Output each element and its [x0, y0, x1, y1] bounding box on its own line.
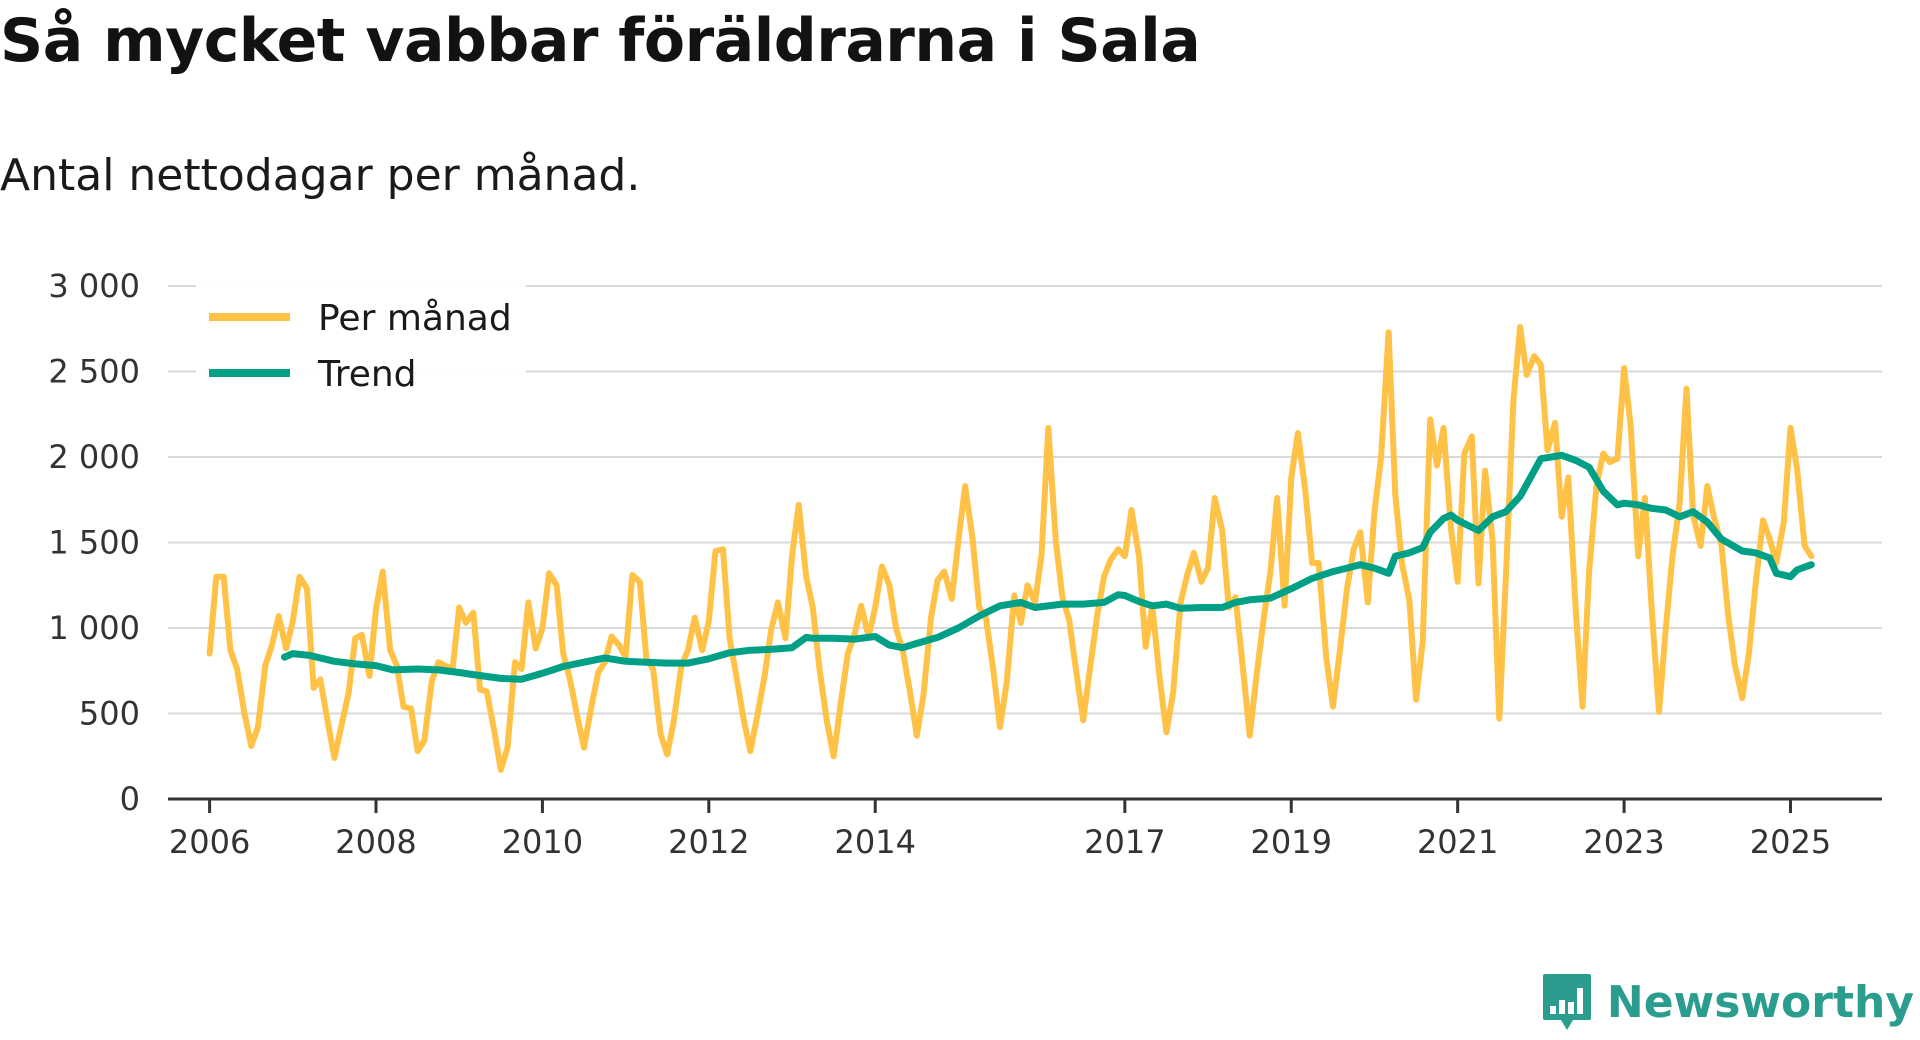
x-tick-label: 2021	[1417, 823, 1498, 861]
y-tick-label: 1 500	[48, 524, 140, 562]
series-line-per-month	[206, 324, 1815, 773]
y-tick-label: 1 000	[48, 609, 140, 647]
series-line-trend	[281, 451, 1815, 683]
x-axis: 2006 2008 2010 2012 2014 2017 2019 2021 2023 2025	[169, 799, 1831, 861]
chart-subtitle: Antal nettodagar per månad.	[0, 150, 641, 201]
legend-label: Trend	[317, 354, 417, 395]
series	[206, 324, 1815, 773]
y-tick-label: 500	[79, 695, 140, 733]
y-tick-label: 3 000	[48, 267, 140, 305]
x-tick-label: 2006	[169, 823, 250, 861]
brand-name: Newsworthy	[1606, 976, 1914, 1028]
legend: Per månad Trend	[196, 282, 526, 395]
x-tick-label: 2019	[1251, 823, 1332, 861]
brand: Newsworthy	[1541, 972, 1914, 1032]
y-tick-label: 2 000	[48, 438, 140, 476]
y-tick-label: 0	[120, 780, 140, 818]
x-tick-label: 2008	[335, 823, 416, 861]
x-tick-label: 2023	[1583, 823, 1664, 861]
x-tick-label: 2025	[1750, 823, 1831, 861]
x-tick-label: 2012	[668, 823, 749, 861]
y-tick-label: 2 500	[48, 353, 140, 391]
x-tick-label: 2017	[1084, 823, 1165, 861]
x-tick-label: 2014	[835, 823, 916, 861]
newsworthy-logo-icon	[1542, 974, 1591, 1030]
chart-title: Så mycket vabbar föräldrarna i Sala	[0, 6, 1201, 76]
x-tick-label: 2010	[502, 823, 583, 861]
legend-label: Per månad	[318, 298, 512, 339]
y-axis: 0 500 1 000 1 500 2 000 2 500 3 000	[48, 267, 140, 818]
